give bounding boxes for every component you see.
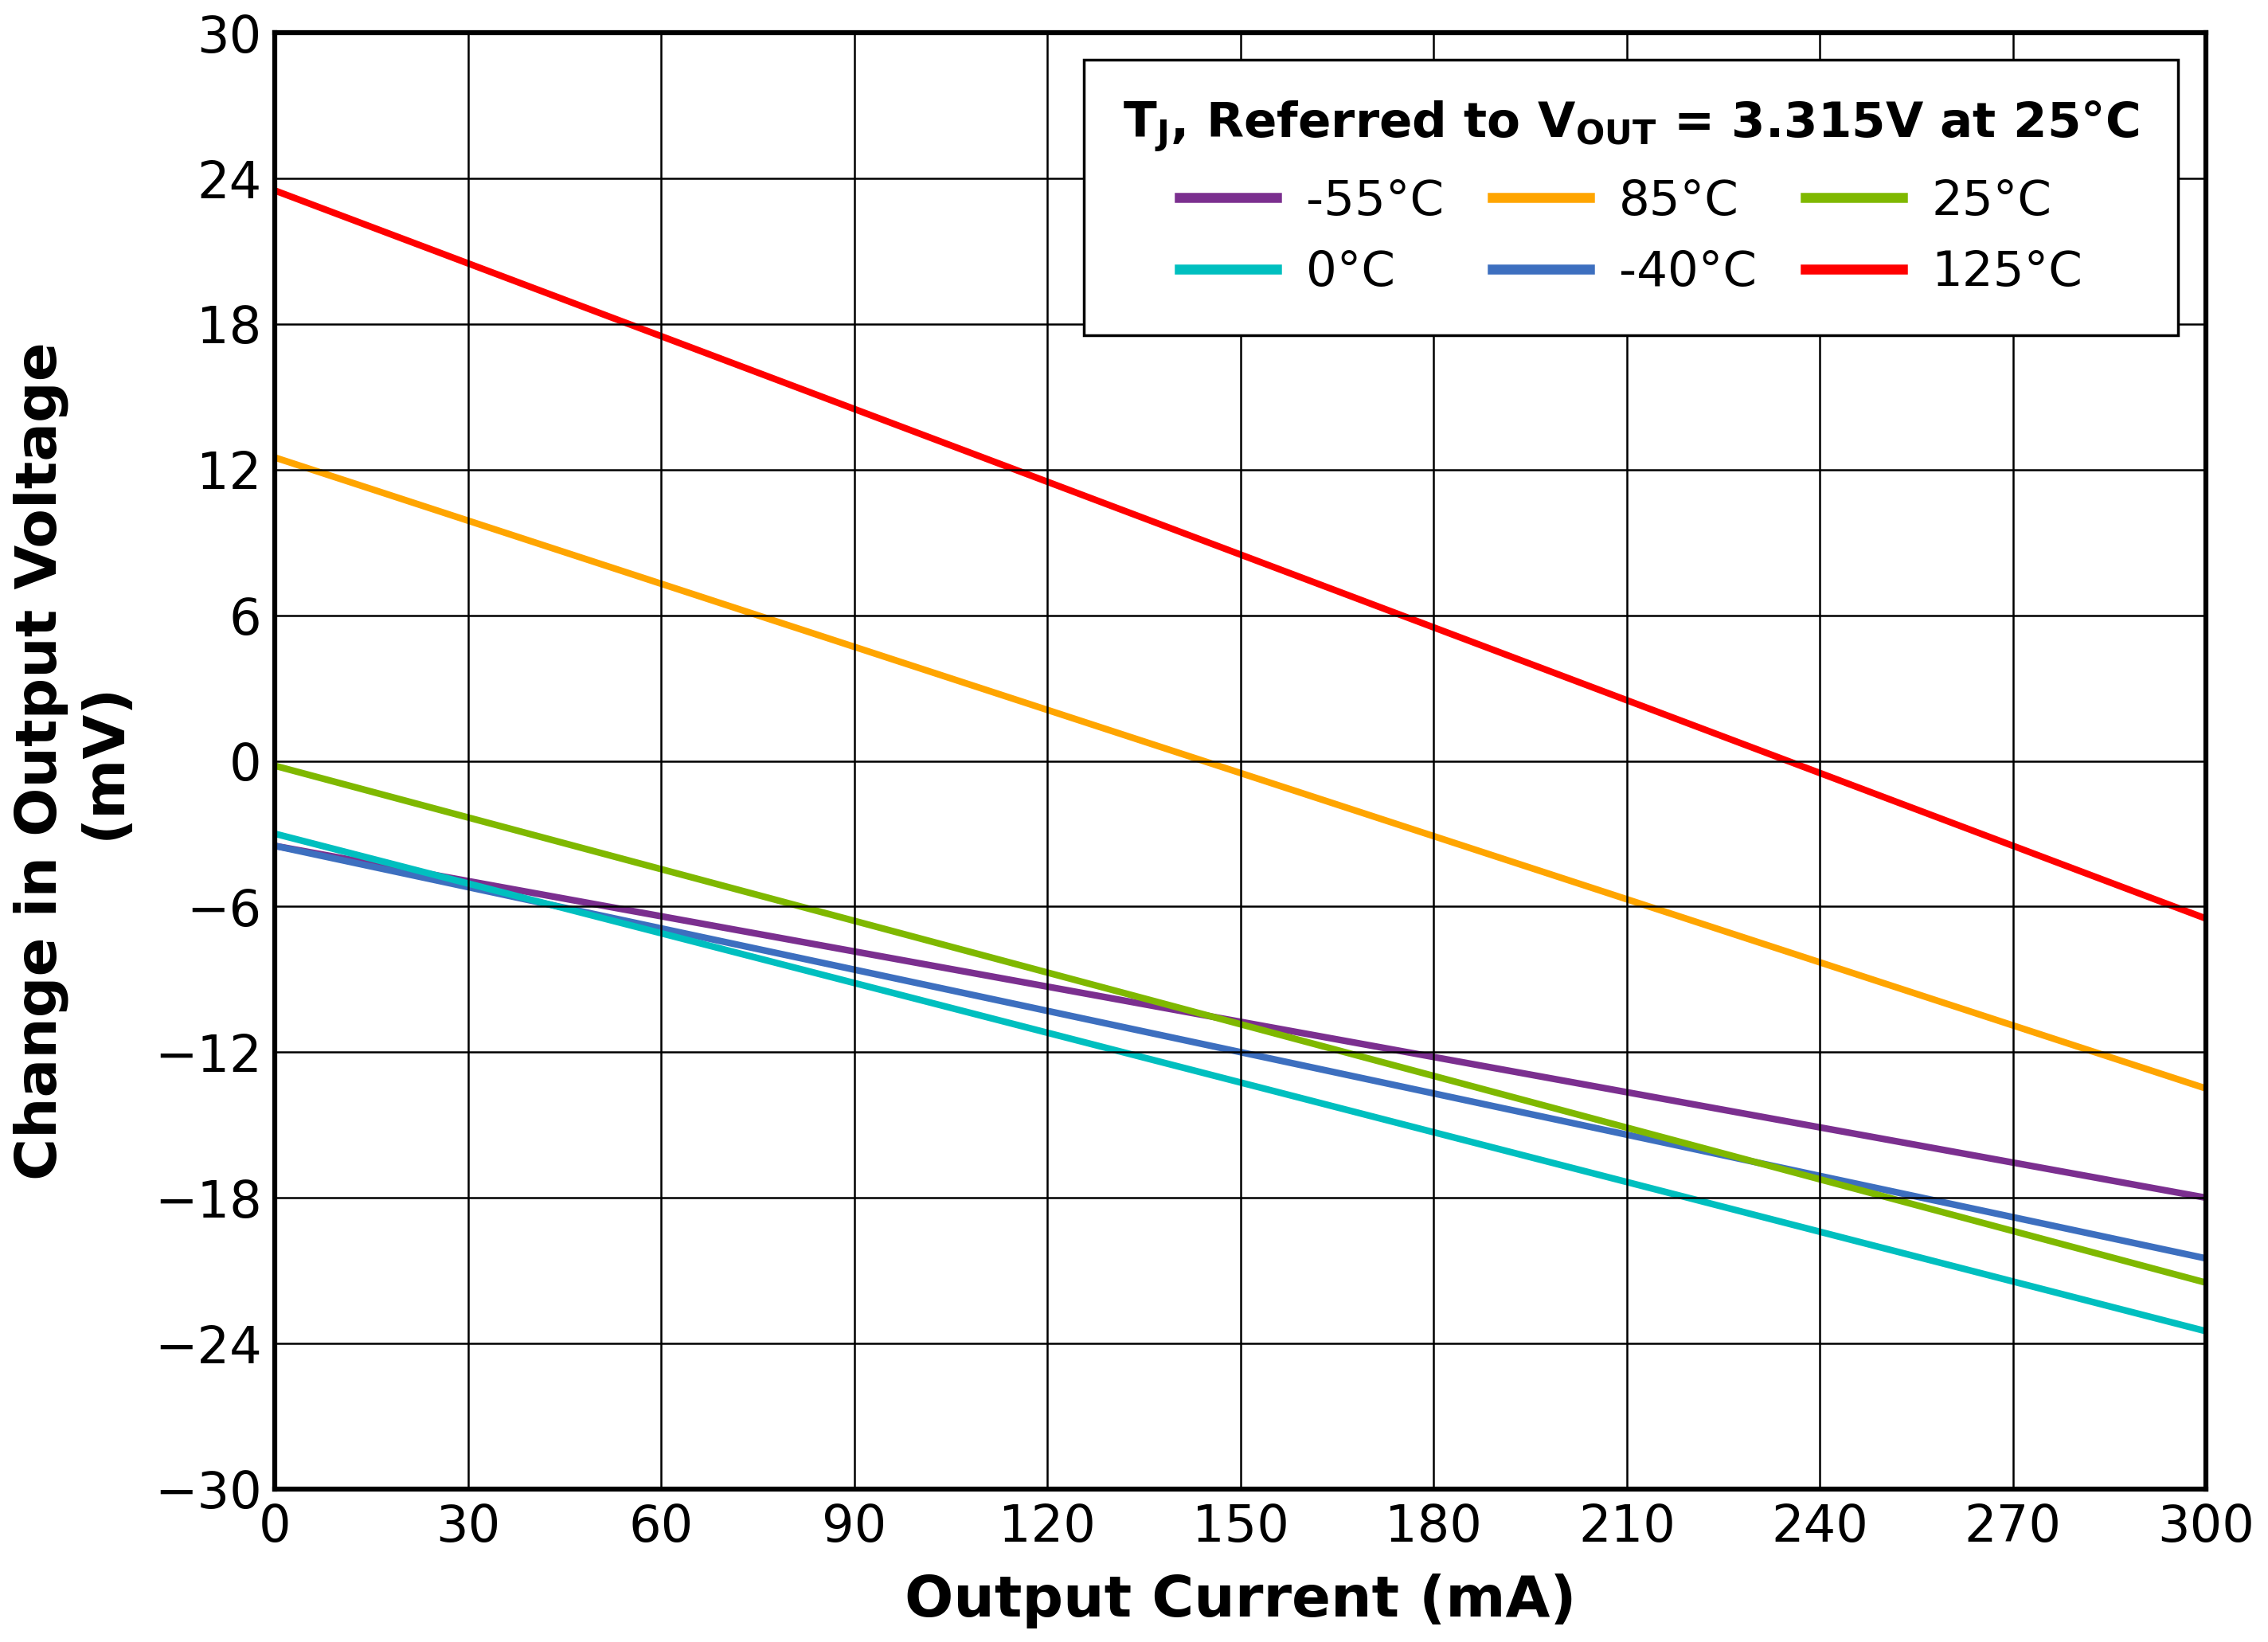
- Y-axis label: Change in Output Voltage
(mV): Change in Output Voltage (mV): [14, 342, 132, 1181]
- X-axis label: Output Current (mA): Output Current (mA): [905, 1573, 1576, 1629]
- Legend: -55°C, 0°C, 85°C, -40°C, 25°C, 125°C: -55°C, 0°C, 85°C, -40°C, 25°C, 125°C: [1084, 61, 2177, 335]
